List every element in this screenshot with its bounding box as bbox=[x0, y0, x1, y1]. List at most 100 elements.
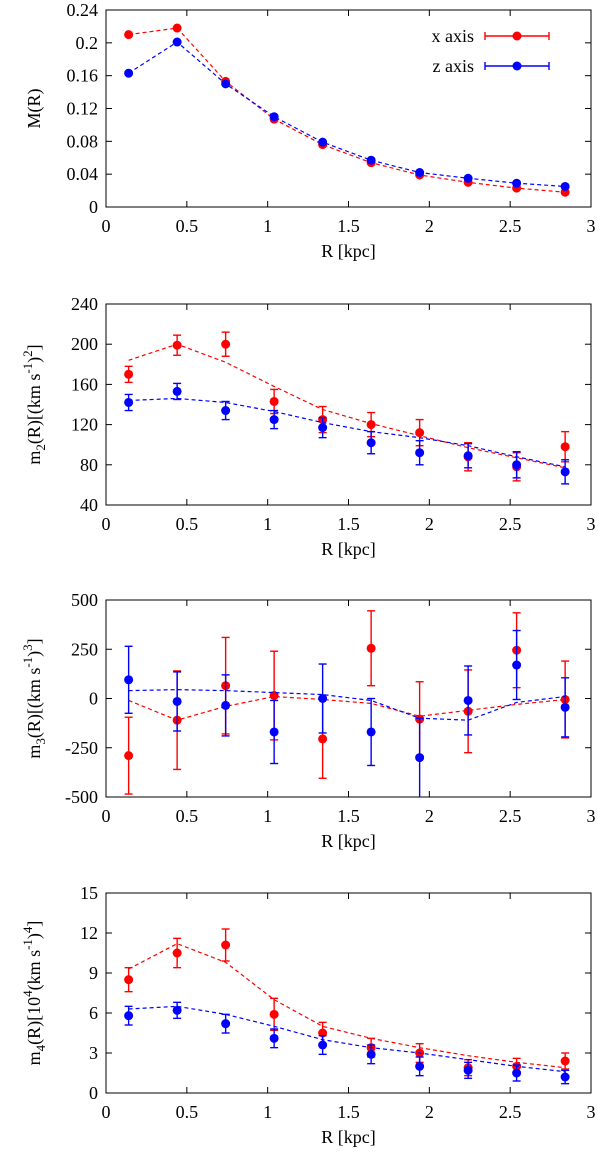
y-tick-label: 0.16 bbox=[67, 66, 99, 86]
data-point-z-axis bbox=[463, 451, 473, 461]
data-point-x-axis bbox=[124, 751, 134, 761]
y-tick-label: 15 bbox=[80, 883, 98, 903]
data-point-x-axis bbox=[560, 1056, 570, 1066]
y-label-part: (R)[(km s bbox=[24, 374, 45, 445]
y-label-part: ] bbox=[24, 921, 44, 927]
data-point-x-axis bbox=[172, 948, 182, 958]
y-tick-label: 500 bbox=[71, 590, 98, 610]
y-tick-label: 80 bbox=[80, 455, 98, 475]
x-tick-label: 1 bbox=[263, 1102, 272, 1122]
data-point-x-axis bbox=[172, 340, 182, 350]
x-tick-label: 3 bbox=[587, 216, 596, 236]
data-point-x-axis bbox=[221, 940, 231, 950]
y-tick-label: 12 bbox=[80, 923, 98, 943]
y-tick-label: 160 bbox=[71, 374, 98, 394]
y-tick-label: 120 bbox=[71, 415, 98, 435]
fit-line-x-axis bbox=[128, 695, 566, 721]
fit-line-z-axis bbox=[128, 689, 566, 721]
y-tick-label: 240 bbox=[71, 294, 98, 314]
x-tick-label: 2.5 bbox=[499, 1102, 522, 1122]
y-label-sup: 4 bbox=[20, 926, 35, 933]
data-point-z-axis bbox=[318, 1040, 328, 1050]
y-label-part: m bbox=[24, 451, 44, 465]
data-point-z-axis bbox=[366, 1049, 376, 1059]
data-point-z-axis bbox=[560, 702, 570, 712]
data-point-x-axis bbox=[269, 691, 279, 701]
data-point-z-axis bbox=[512, 1068, 522, 1078]
y-label-sup: -1 bbox=[20, 657, 35, 668]
x-tick-label: 0.5 bbox=[176, 806, 199, 826]
data-point-z-axis bbox=[124, 1011, 134, 1021]
x-tick-label: 2.5 bbox=[499, 806, 522, 826]
data-point-z-axis bbox=[463, 1065, 473, 1075]
x-tick-label: 1 bbox=[263, 216, 272, 236]
data-point-z-axis bbox=[172, 696, 182, 706]
x-tick-label: 0 bbox=[102, 514, 111, 534]
x-axis-label: R [kpc] bbox=[321, 241, 375, 261]
y-tick-label: 0.2 bbox=[76, 33, 99, 53]
y-label-part: ] bbox=[24, 638, 44, 644]
y-label-sup: -1 bbox=[20, 939, 35, 950]
data-point-x-axis bbox=[366, 420, 376, 430]
x-tick-label: 0 bbox=[102, 1102, 111, 1122]
x-tick-label: 3 bbox=[587, 514, 596, 534]
y-label-part: ) bbox=[24, 651, 45, 657]
y-axis-label: m4(R)[104(km s-1)4] bbox=[20, 921, 48, 1066]
y-axis-label: m2(R)[(km s-1)2] bbox=[20, 344, 48, 464]
x-tick-label: 2.5 bbox=[499, 216, 522, 236]
data-point-z-axis bbox=[463, 695, 473, 705]
y-label-part: ] bbox=[24, 344, 44, 350]
y-tick-label: -500 bbox=[65, 787, 98, 807]
x-tick-label: 0 bbox=[102, 806, 111, 826]
data-point-x-axis bbox=[269, 396, 279, 406]
x-tick-label: 1.5 bbox=[337, 806, 360, 826]
y-label-part: m bbox=[24, 745, 44, 759]
y-label-part: ) bbox=[24, 357, 45, 363]
x-tick-label: 0.5 bbox=[176, 1102, 199, 1122]
data-point-z-axis bbox=[366, 727, 376, 737]
data-point-z-axis bbox=[560, 467, 570, 477]
data-point-x-axis bbox=[172, 23, 182, 33]
y-label-sup: 3 bbox=[20, 644, 35, 651]
data-point-z-axis bbox=[318, 137, 328, 147]
data-point-z-axis bbox=[415, 1061, 425, 1071]
x-tick-label: 0 bbox=[102, 216, 111, 236]
y-label-sup: -1 bbox=[20, 363, 35, 374]
y-label-sup: 2 bbox=[20, 350, 35, 357]
data-point-z-axis bbox=[318, 694, 328, 703]
fit-line-z-axis bbox=[128, 41, 566, 188]
y-tick-label: 250 bbox=[71, 639, 98, 659]
data-point-z-axis bbox=[221, 406, 231, 416]
plot-frame bbox=[105, 303, 592, 506]
data-point-z-axis bbox=[366, 155, 376, 165]
y-label-part: (R)[10 bbox=[24, 997, 45, 1045]
data-point-x-axis bbox=[415, 428, 425, 438]
y-tick-label: 0.12 bbox=[67, 99, 99, 119]
data-point-x-axis bbox=[366, 643, 376, 653]
y-tick-label: 0 bbox=[89, 1083, 98, 1103]
data-point-z-axis bbox=[269, 1033, 279, 1043]
fit-line-x-axis bbox=[128, 943, 566, 1069]
y-tick-label: 6 bbox=[89, 1003, 98, 1023]
data-point-z-axis bbox=[415, 448, 425, 458]
data-point-x-axis bbox=[124, 975, 134, 985]
y-label-sub: 2 bbox=[33, 444, 48, 451]
y-tick-label: -250 bbox=[65, 738, 98, 758]
legend-z-axis-label: z axis bbox=[433, 56, 474, 76]
fit-line-x-axis bbox=[128, 343, 566, 469]
x-tick-label: 2 bbox=[425, 514, 434, 534]
x-tick-label: 0.5 bbox=[176, 514, 199, 534]
x-tick-label: 0.5 bbox=[176, 216, 199, 236]
x-tick-label: 1.5 bbox=[337, 1102, 360, 1122]
legend-z-axis-marker bbox=[512, 61, 522, 71]
data-point-z-axis bbox=[221, 700, 231, 710]
y-tick-label: 0.08 bbox=[67, 131, 99, 151]
y-tick-label: 200 bbox=[71, 334, 98, 354]
y-label-part: (R)[(km s bbox=[24, 668, 45, 739]
x-tick-label: 2 bbox=[425, 806, 434, 826]
data-point-x-axis bbox=[560, 442, 570, 452]
y-label-sub: 4 bbox=[33, 1044, 48, 1051]
data-point-z-axis bbox=[560, 1072, 570, 1082]
